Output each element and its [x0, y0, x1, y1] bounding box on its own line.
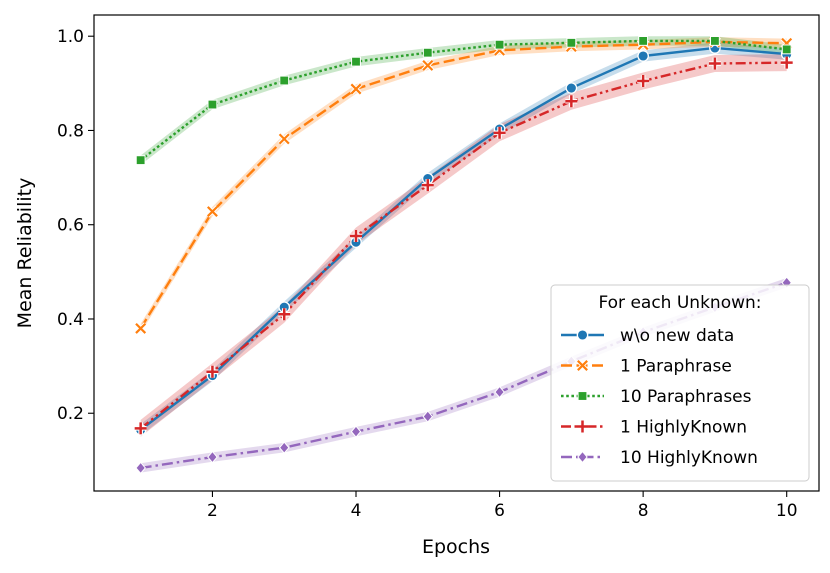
data-point [351, 56, 361, 67]
series-line [139, 46, 787, 431]
legend-marker [576, 420, 589, 433]
legend-label: 10 Paraphrases [620, 387, 752, 407]
data-point [206, 365, 219, 378]
x-tick-label: 6 [494, 501, 505, 521]
data-point [279, 75, 290, 86]
data-point [566, 37, 577, 48]
data-point [278, 441, 290, 454]
legend-marker [576, 329, 589, 341]
x-tick-label: 10 [776, 501, 798, 521]
y-tick-label: 1.0 [57, 27, 84, 47]
legend-label: 1 HighlyKnown [620, 418, 747, 438]
series-line [139, 40, 787, 330]
legend-marker [577, 450, 588, 464]
legend-box [550, 284, 810, 482]
data-point [207, 99, 218, 110]
data-point [780, 56, 793, 69]
legend-label: 1 Paraphrase [620, 357, 732, 377]
x-tick-label: 4 [351, 501, 362, 521]
y-tick-label: 0.6 [57, 216, 84, 236]
data-point [135, 322, 147, 334]
data-point [638, 36, 649, 46]
data-point [637, 75, 650, 87]
y-axis-label: Mean Reliability [14, 178, 36, 329]
series-line [139, 61, 787, 430]
legend-label: 10 HighlyKnown [620, 448, 758, 468]
legend: For each Unknown: w\o new data 1 Paraphras… [550, 284, 810, 482]
data-point [709, 36, 720, 46]
data-point [494, 39, 505, 50]
data-point [207, 450, 218, 464]
legend-title: For each Unknown: [598, 293, 761, 313]
data-point [278, 133, 290, 145]
data-point [708, 57, 721, 70]
data-point [135, 461, 146, 475]
data-point [278, 308, 291, 321]
data-point [350, 425, 362, 438]
legend-marker [577, 391, 588, 401]
data-point [422, 410, 434, 423]
y-tick-label: 0.4 [57, 310, 84, 330]
data-point [422, 59, 434, 71]
data-point [494, 385, 505, 399]
data-point [565, 82, 578, 94]
data-point [637, 50, 649, 62]
legend-label: w\o new data [620, 326, 734, 346]
x-tick-label: 2 [207, 501, 218, 521]
series-line [139, 39, 787, 162]
data-point [422, 47, 433, 58]
data-point [135, 155, 146, 166]
x-tick-label: 8 [638, 501, 649, 521]
x-axis-label: Epochs [422, 536, 490, 558]
data-point [565, 95, 578, 108]
data-point [421, 179, 434, 192]
data-point [781, 44, 792, 55]
y-tick-label: 0.8 [57, 121, 84, 141]
data-point [206, 206, 218, 217]
data-point [350, 83, 362, 95]
data-point [134, 422, 147, 435]
plot-frame [93, 14, 820, 492]
data-point [493, 126, 506, 139]
y-tick-label: 0.2 [57, 404, 84, 424]
legend-marker [577, 360, 588, 371]
data-point [350, 230, 362, 243]
